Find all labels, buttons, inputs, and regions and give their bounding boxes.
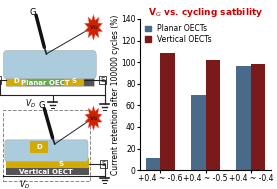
Text: $V_G$: $V_G$: [89, 23, 98, 32]
Y-axis label: Current retention after 100000 cycles (%): Current retention after 100000 cycles (%…: [111, 14, 120, 175]
Text: S: S: [101, 161, 106, 167]
Text: D: D: [13, 77, 19, 84]
Text: $V_G$: $V_G$: [89, 114, 98, 123]
Bar: [160, 53, 175, 170]
Text: S: S: [58, 161, 63, 167]
Text: G: G: [29, 8, 36, 17]
Text: $V_D$: $V_D$: [19, 179, 30, 189]
Text: S: S: [100, 77, 105, 83]
Bar: [191, 94, 206, 170]
Bar: [206, 60, 220, 170]
Bar: [6, 158, 89, 168]
Text: $V_D$: $V_D$: [25, 97, 36, 110]
FancyBboxPatch shape: [5, 140, 88, 162]
FancyBboxPatch shape: [4, 50, 96, 79]
Title: V$_G$ vs. cycling satbility: V$_G$ vs. cycling satbility: [148, 6, 263, 19]
Bar: [237, 66, 251, 170]
Bar: [146, 158, 160, 170]
Bar: [64, 72, 84, 86]
Legend: Planar OECTs, Vertical OECTs: Planar OECTs, Vertical OECTs: [144, 23, 214, 45]
Text: G: G: [38, 101, 45, 110]
Bar: [6, 69, 94, 86]
Text: Planar OECT: Planar OECT: [21, 80, 70, 86]
FancyBboxPatch shape: [6, 68, 94, 86]
Polygon shape: [84, 15, 102, 40]
Bar: [26, 74, 64, 86]
Bar: [6, 72, 26, 86]
Text: Vertical OECT: Vertical OECT: [19, 169, 73, 175]
Bar: [251, 64, 265, 170]
Bar: [6, 159, 89, 175]
Text: D: D: [36, 144, 42, 150]
Text: S: S: [71, 77, 77, 84]
Polygon shape: [85, 106, 102, 130]
Bar: [30, 141, 48, 153]
